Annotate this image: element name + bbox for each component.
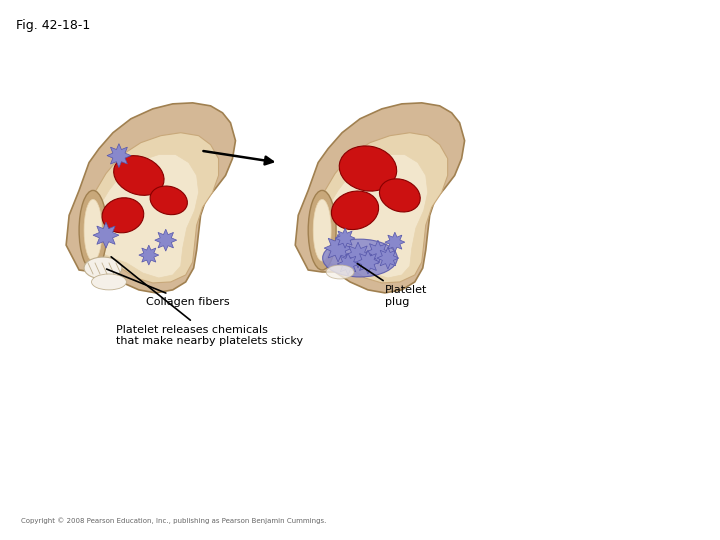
Ellipse shape bbox=[102, 198, 144, 233]
Text: Platelet
plug: Platelet plug bbox=[357, 264, 427, 307]
Ellipse shape bbox=[313, 199, 331, 261]
Polygon shape bbox=[107, 144, 131, 167]
Polygon shape bbox=[155, 229, 176, 251]
Ellipse shape bbox=[308, 191, 336, 270]
Polygon shape bbox=[93, 222, 119, 248]
Ellipse shape bbox=[150, 186, 187, 215]
Ellipse shape bbox=[91, 274, 127, 290]
Ellipse shape bbox=[84, 257, 122, 279]
Polygon shape bbox=[377, 247, 399, 269]
Text: Copyright © 2008 Pearson Education, Inc., publishing as Pearson Benjamin Cumming: Copyright © 2008 Pearson Education, Inc.… bbox=[22, 517, 327, 524]
Polygon shape bbox=[356, 250, 380, 274]
Polygon shape bbox=[324, 234, 352, 262]
Polygon shape bbox=[366, 240, 390, 264]
Ellipse shape bbox=[79, 191, 107, 270]
Polygon shape bbox=[345, 242, 371, 268]
Ellipse shape bbox=[379, 179, 420, 212]
Polygon shape bbox=[310, 133, 448, 283]
Ellipse shape bbox=[323, 239, 397, 277]
Ellipse shape bbox=[114, 156, 164, 195]
Polygon shape bbox=[295, 103, 464, 293]
Text: Fig. 42-18-1: Fig. 42-18-1 bbox=[17, 19, 91, 32]
Polygon shape bbox=[93, 154, 199, 278]
Polygon shape bbox=[322, 154, 428, 278]
Polygon shape bbox=[335, 228, 355, 248]
Text: Platelet releases chemicals
that make nearby platelets sticky: Platelet releases chemicals that make ne… bbox=[111, 257, 303, 346]
Polygon shape bbox=[337, 253, 359, 275]
Polygon shape bbox=[66, 103, 235, 293]
Polygon shape bbox=[139, 245, 159, 265]
Polygon shape bbox=[81, 133, 219, 283]
Polygon shape bbox=[385, 232, 405, 252]
Ellipse shape bbox=[84, 199, 102, 261]
Text: Collagen fibers: Collagen fibers bbox=[107, 269, 230, 307]
Ellipse shape bbox=[339, 146, 397, 191]
Ellipse shape bbox=[331, 191, 379, 230]
Ellipse shape bbox=[326, 265, 354, 279]
